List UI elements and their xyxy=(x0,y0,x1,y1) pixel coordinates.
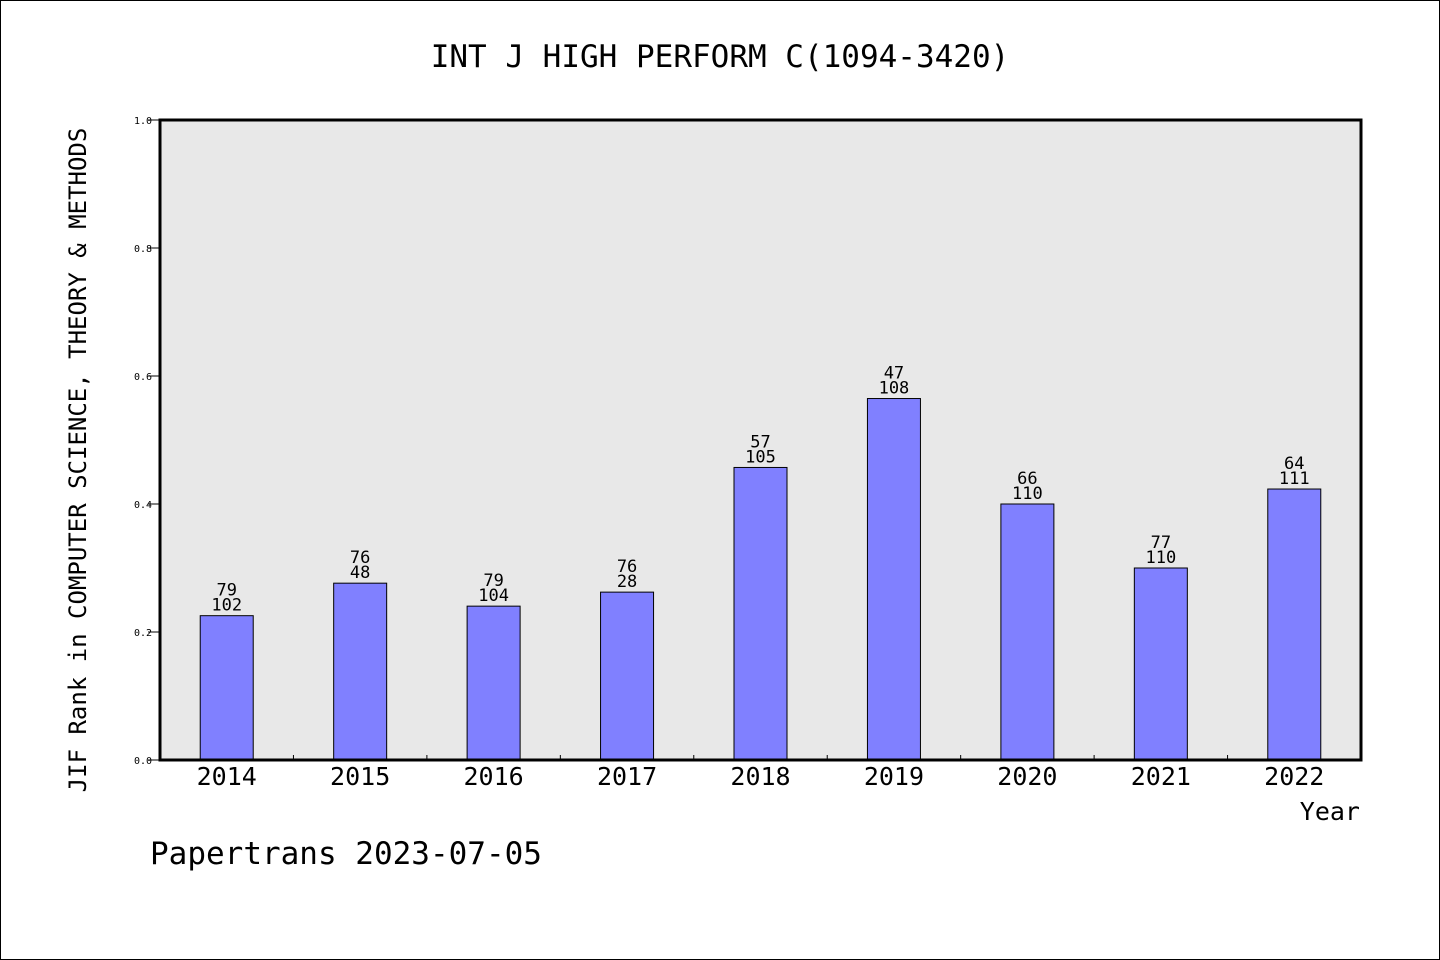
x-axis-ticks: 2014 2015 2016 2017 2018 2019 2020 2021 2022 xyxy=(197,755,1324,791)
bar-total-label: 105 xyxy=(745,447,776,467)
bar-total-label: 48 xyxy=(350,563,370,583)
y-axis-label: JIF Rank in COMPUTER SCIENCE, THEORY & M… xyxy=(64,128,92,793)
x-tick-label: 2014 xyxy=(197,762,257,791)
x-tick-label: 2020 xyxy=(997,762,1057,791)
y-tick-label: 0.2 xyxy=(134,628,152,639)
bar-total-label: 28 xyxy=(617,572,637,592)
bar-total-label: 110 xyxy=(1145,548,1176,568)
bar xyxy=(866,398,921,761)
bar xyxy=(333,582,388,761)
y-tick-label: 0.0 xyxy=(134,756,152,767)
bar xyxy=(600,591,655,761)
bar-total-label: 111 xyxy=(1279,469,1310,489)
x-tick-label: 2019 xyxy=(864,762,924,791)
footer-text: Papertrans 2023-07-05 xyxy=(150,836,542,872)
bar-rank-label: 64 xyxy=(1284,454,1304,474)
bar xyxy=(733,466,788,761)
y-axis-ticks: 0.0 0.2 0.4 0.6 0.8 1.0 xyxy=(134,116,160,767)
bar-rank-label: 57 xyxy=(750,432,770,452)
bar-rank-label: 76 xyxy=(350,548,370,568)
y-tick-label: 0.4 xyxy=(134,500,152,511)
bar-rank-label: 47 xyxy=(884,364,904,384)
x-tick-label: 2022 xyxy=(1264,762,1324,791)
y-tick-label: 1.0 xyxy=(134,116,152,127)
x-tick-label: 2018 xyxy=(730,762,790,791)
bar-rank-label: 79 xyxy=(483,571,503,591)
bar-rank-label: 76 xyxy=(617,557,637,577)
bar-rank-label: 79 xyxy=(216,581,236,601)
x-axis-label: Year xyxy=(1300,797,1360,826)
bar-rank-label: 77 xyxy=(1151,533,1171,553)
bar xyxy=(1000,503,1055,761)
bar-total-label: 102 xyxy=(211,596,242,616)
y-tick-label: 0.6 xyxy=(134,372,152,383)
bar xyxy=(1133,567,1188,761)
bar-rank-label: 66 xyxy=(1017,469,1037,489)
x-tick-label: 2017 xyxy=(597,762,657,791)
bar-total-label: 104 xyxy=(478,586,509,606)
x-tick-label: 2016 xyxy=(464,762,524,791)
bar xyxy=(199,615,254,761)
chart-title: INT J HIGH PERFORM C(1094-3420) xyxy=(431,39,1010,75)
bar xyxy=(1267,488,1322,761)
bar-total-label: 108 xyxy=(879,379,910,399)
x-tick-label: 2015 xyxy=(330,762,390,791)
plot-border xyxy=(158,118,1363,762)
bar xyxy=(466,605,521,761)
x-tick-label: 2021 xyxy=(1131,762,1191,791)
bar-total-label: 110 xyxy=(1012,484,1043,504)
bar-series xyxy=(199,398,1322,761)
y-tick-label: 0.8 xyxy=(134,244,152,255)
